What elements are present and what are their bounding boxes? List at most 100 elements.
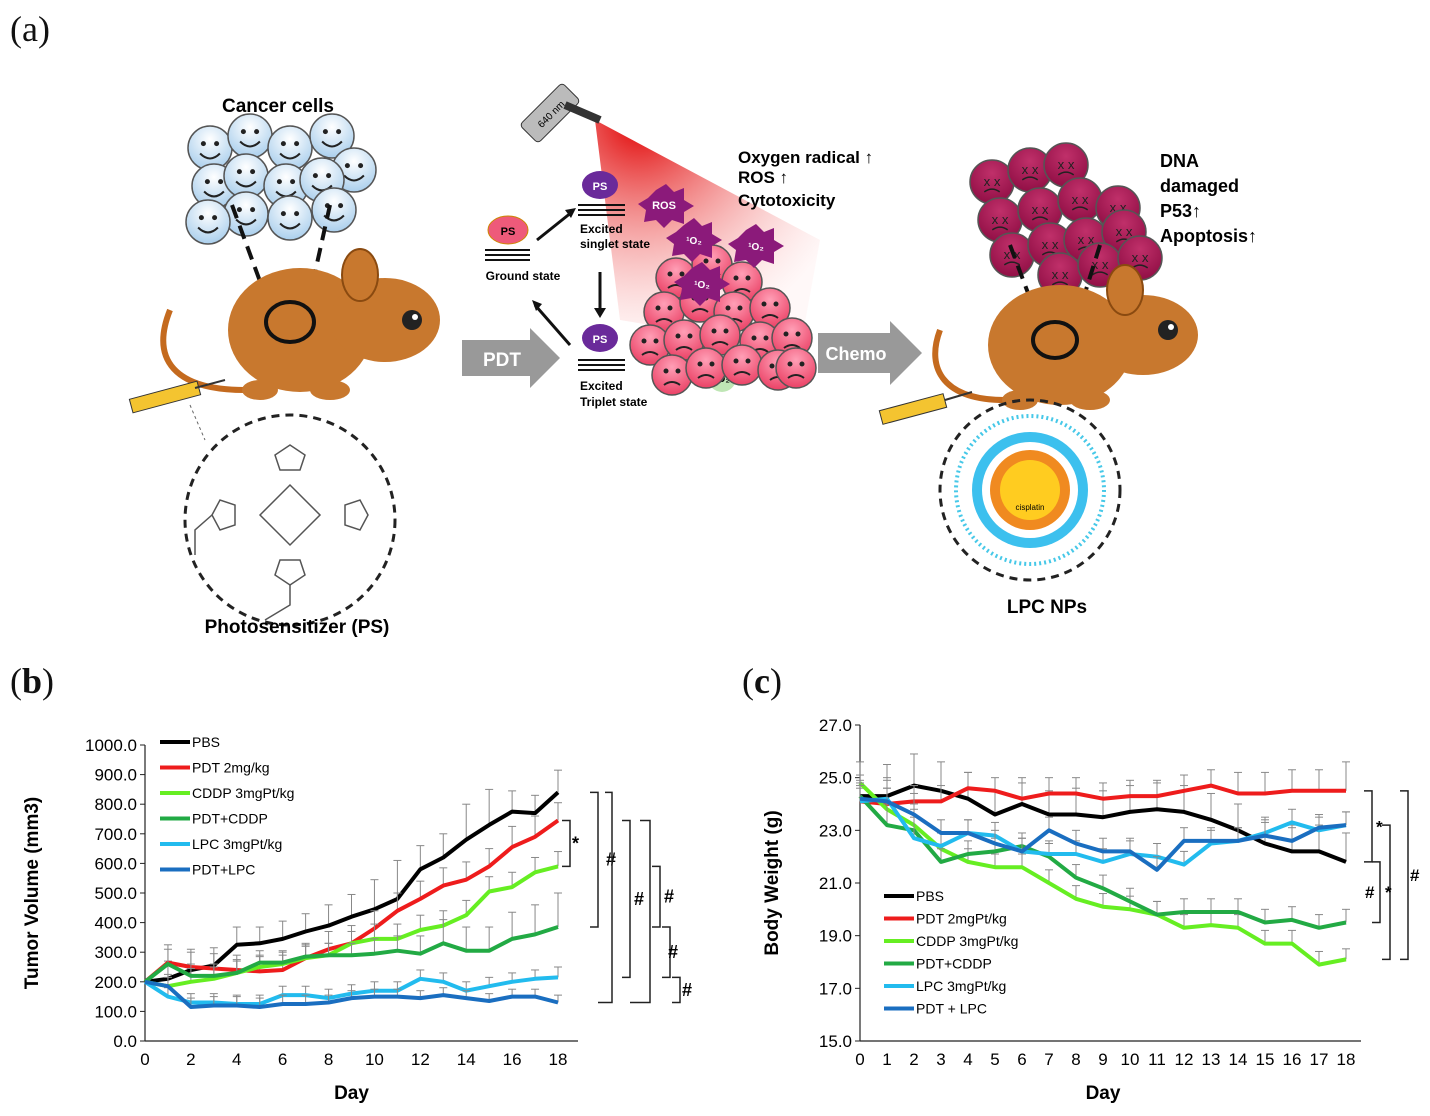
svg-text:x x: x x (1072, 192, 1089, 207)
cell-icon (309, 113, 355, 159)
significance-bracket (622, 819, 631, 979)
legend-entry: LPC 3mgPt/kg (916, 978, 1006, 994)
significance-mark: # (1410, 866, 1420, 885)
x-tick-label: 15 (1256, 1050, 1275, 1069)
cell-icon (699, 314, 741, 356)
svg-text:Triplet state: Triplet state (580, 395, 648, 409)
x-tick-label: 1 (882, 1050, 891, 1069)
cancer-cells-title: Cancer cells (222, 96, 334, 117)
y-tick-label: 500.0 (94, 884, 137, 903)
legend: PBS PDT 2mgPt/kg CDDP 3mgPt/kg PDT+CDDP LPC … (884, 888, 1018, 1017)
cell-icon: x x (1057, 177, 1103, 223)
y-tick-label: 21.0 (819, 874, 852, 893)
porphyrin-structure-icon (194, 444, 369, 621)
svg-text:x x: x x (992, 212, 1009, 227)
chemo-effect-apoptosis: Apoptosis↑ (1160, 226, 1257, 246)
pdt-effect-ros: ROS ↑ (738, 168, 788, 187)
legend-entry: PDT+CDDP (192, 811, 268, 827)
legend-entry: PBS (916, 888, 944, 904)
svg-text:ROS: ROS (652, 200, 676, 212)
series-line (859, 796, 1347, 872)
svg-text:Excited: Excited (580, 222, 623, 236)
body-weight-chart: 15.017.019.021.023.025.027.00 1 2 3 4 5 6 7 8 9 10… (762, 716, 1420, 1104)
series-line (858, 794, 1347, 930)
svg-text:PDT: PDT (483, 350, 521, 371)
svg-text:Chemo: Chemo (825, 344, 886, 364)
svg-text:x x: x x (1116, 224, 1133, 239)
y-axis-label: Tumor Volume (mm3) (22, 797, 43, 989)
significance-bracket (562, 819, 571, 868)
significance-bracket (598, 791, 613, 1004)
x-tick-label: 10 (1121, 1050, 1140, 1069)
cancer-cells-cluster (185, 113, 377, 245)
cell-icon (663, 319, 705, 361)
x-tick-label: 9 (1098, 1050, 1107, 1069)
x-tick-label: 16 (1283, 1050, 1302, 1069)
svg-text:x x: x x (984, 174, 1001, 189)
svg-text:x x: x x (1132, 250, 1149, 265)
cell-icon (227, 113, 273, 159)
significance-bracket (590, 791, 599, 928)
x-tick-label: 6 (1017, 1050, 1026, 1069)
y-tick-label: 600.0 (94, 854, 137, 873)
cell-icon: x x (969, 159, 1015, 205)
significance-bracket (630, 819, 651, 1004)
svg-text:PS: PS (593, 334, 608, 346)
panel-a-label: (a) (10, 9, 50, 49)
pdt-arrow: PDT (462, 328, 560, 388)
y-tick-label: 200.0 (94, 973, 137, 992)
y-tick-label: 300.0 (94, 943, 137, 962)
y-tick-label: 900.0 (94, 766, 137, 785)
svg-text:x x: x x (1032, 202, 1049, 217)
svg-text:x x: x x (1092, 257, 1109, 272)
cell-icon: x x (989, 232, 1035, 278)
lpc-nanoparticle-icon: cisplatin (938, 398, 1122, 582)
y-tick-label: 27.0 (819, 716, 852, 735)
significance-mark: # (664, 887, 674, 907)
cell-icon (721, 344, 763, 386)
mouse-icon (932, 264, 1198, 410)
legend-entry: CDDP 3mgPt/kg (916, 933, 1018, 949)
x-tick-label: 11 (1148, 1050, 1166, 1069)
ros-burst-icon: ROS ¹O₂ ¹O₂ ¹O₂ (638, 184, 784, 306)
legend-entry: PDT 2mgPt/kg (916, 911, 1007, 927)
series-line (143, 925, 559, 984)
x-tick-label: 2 (186, 1050, 195, 1069)
significance-mark: * (1376, 817, 1383, 836)
y-tick-label: 1000.0 (85, 736, 137, 755)
svg-text:x x: x x (1042, 237, 1059, 252)
photosensitizer-label: Photosensitizer (PS) (205, 617, 390, 638)
x-axis-label: Day (1086, 1083, 1121, 1104)
x-tick-label: 14 (457, 1050, 476, 1069)
syringe-icon (878, 391, 973, 425)
cell-icon (685, 347, 727, 389)
y-tick-label: 0.0 (113, 1032, 137, 1051)
panel-a-schematic: Cancer cells Photosensitizer (PS) PDT (128, 83, 1257, 638)
laser-probe-icon: 640 nm (520, 83, 602, 143)
y-tick-label: 100.0 (94, 1002, 137, 1021)
cell-icon (223, 191, 269, 237)
photosensitizer-molecule-circle (183, 413, 397, 627)
cell-icon: x x (1043, 142, 1089, 188)
cell-icon (267, 195, 313, 241)
y-tick-label: 15.0 (819, 1032, 852, 1051)
x-tick-label: 17 (1310, 1050, 1329, 1069)
cell-icon (651, 354, 693, 396)
svg-text:cisplatin: cisplatin (1016, 503, 1045, 512)
y-tick-label: 800.0 (94, 795, 137, 814)
significance-mark: # (634, 889, 644, 909)
series-line (144, 979, 559, 1009)
y-tick-label: 25.0 (819, 769, 852, 788)
x-tick-label: 14 (1229, 1050, 1248, 1069)
x-tick-label: 6 (278, 1050, 287, 1069)
series-line (859, 783, 1346, 806)
significance-bracket (1372, 861, 1381, 924)
svg-text:¹O₂: ¹O₂ (686, 236, 702, 247)
cell-icon: x x (1017, 187, 1063, 233)
x-tick-label: 13 (1202, 1050, 1221, 1069)
y-axis-label: Body Weight (g) (762, 810, 783, 955)
svg-text:singlet state: singlet state (580, 237, 650, 251)
x-tick-label: 12 (411, 1050, 430, 1069)
cell-icon (267, 125, 313, 171)
x-tick-label: 18 (1337, 1050, 1356, 1069)
